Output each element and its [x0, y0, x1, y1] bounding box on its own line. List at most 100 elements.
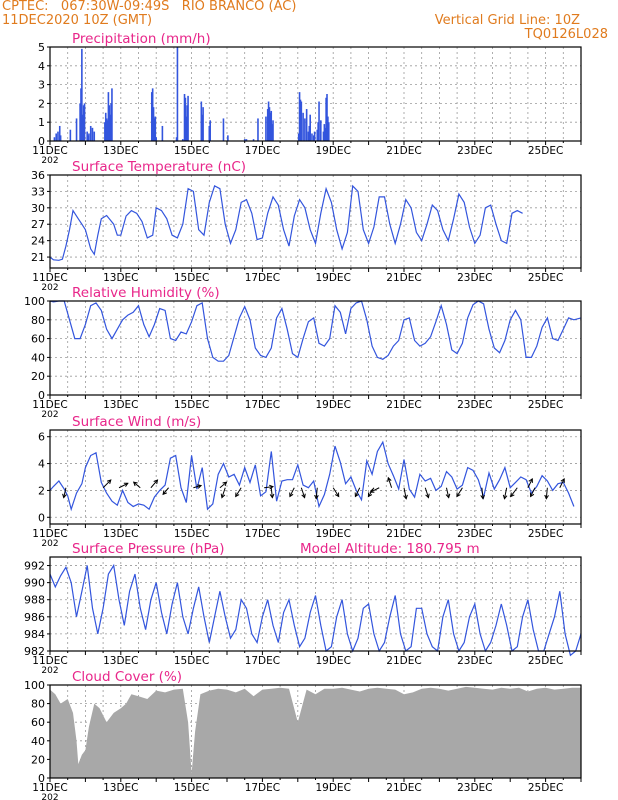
humidity-xtick-sublabel: 202 [41, 410, 58, 420]
wind-arrow-head [445, 493, 451, 499]
pressure-xtick-label: 25DEC [528, 655, 563, 667]
pressure-xtick-label: 17DEC [245, 655, 280, 667]
wind-arrow-head [544, 494, 549, 500]
precipitation-bar [111, 88, 113, 141]
precipitation-bar [110, 103, 112, 141]
wind-xtick-label: 25DEC [528, 528, 563, 540]
wind-arrow-shaft [424, 487, 430, 498]
humidity-ytick-label: 60 [31, 333, 45, 346]
temperature-ytick-label: 21 [31, 251, 45, 264]
temperature-title: Surface Temperature (nC) [72, 159, 246, 175]
wind-arrow-head [334, 492, 340, 498]
wind-arrow-shaft [162, 487, 169, 495]
precipitation-bar [209, 120, 211, 141]
wind-arrow-shaft [102, 479, 112, 489]
precipitation-bar [305, 109, 308, 141]
wind-arrow-head [222, 481, 228, 487]
wind-xtick-label: 23DEC [457, 528, 492, 540]
cloud-cover-title: Cloud Cover (%) [72, 669, 182, 685]
pressure-xtick-label: 15DEC [174, 655, 209, 667]
wind-arrow-shaft [118, 482, 129, 489]
header-run-date: 11DEC2020 10Z (GMT) [2, 13, 153, 28]
precipitation-bar [108, 105, 111, 141]
precipitation-panel: 0 1 2 3 4 5 11DEC 13DEC 15DEC 17DEC 19DEC 21DEC 23DE… [32, 31, 582, 166]
precipitation-bar [181, 139, 184, 141]
precipitation-bar [245, 139, 248, 141]
precipitation-ytick-label: 4 [38, 60, 45, 73]
wind-arrow-shaft [445, 487, 450, 498]
header-grid-line: Vertical Grid Line: 10Z [434, 13, 580, 28]
precipitation-bar [327, 122, 330, 141]
precipitation-bar [161, 125, 164, 141]
wind-arrow-shaft [545, 487, 548, 499]
wind-arrow-head [367, 492, 373, 498]
precipitation-bar [88, 133, 90, 141]
precipitation-bar [317, 122, 319, 141]
cloud-cover-xtick-label: 23DEC [457, 782, 492, 794]
temperature-xtick-label: 17DEC [245, 272, 280, 284]
wind-arrow-shaft [150, 479, 158, 489]
wind-arrow-head [314, 494, 319, 500]
precipitation-bar [266, 109, 269, 141]
cloud-cover-xtick-label: 19DEC [315, 782, 350, 794]
precipitation-bar [105, 118, 108, 141]
precipitation-title: Precipitation (mm/h) [72, 31, 211, 47]
pressure-xtick-label: 23DEC [457, 655, 492, 667]
wind-arrow-shaft [219, 481, 227, 489]
precipitation-bar [154, 116, 157, 141]
precipitation-bar [308, 125, 311, 141]
precipitation-bar [227, 135, 229, 141]
wind-arrow-head [480, 494, 485, 500]
pressure-subtitle: Model Altitude: 180.795 m [300, 541, 480, 557]
wind-xtick-label: 11DEC [32, 528, 67, 540]
wind-arrow-head [132, 481, 138, 487]
precipitation-bar [151, 88, 154, 141]
humidity-title: Relative Humidity (%) [72, 285, 220, 301]
humidity-ytick-label: 40 [31, 351, 45, 364]
precipitation-bar [93, 131, 96, 141]
precipitation-bar [312, 135, 315, 141]
wind-xtick-label: 17DEC [245, 528, 280, 540]
precipitation-bar [272, 120, 274, 141]
precipitation-bar [81, 48, 83, 141]
temperature-panel: 21 24 27 30 33 36 11DEC 13DEC 15DEC 17DEC 19DEC 21D… [31, 159, 582, 293]
wind-arrow-shaft [527, 478, 533, 488]
wind-arrow-shaft [370, 487, 380, 493]
cloud-cover-ytick-label: 80 [31, 698, 45, 711]
temperature-xtick-label: 15DEC [174, 272, 209, 284]
precipitation-bar [243, 139, 246, 141]
wind-arrow-shaft [387, 477, 393, 488]
precipitation-bar [322, 131, 325, 141]
wind-arrow-head [529, 492, 535, 498]
wind-arrow-head [560, 477, 565, 483]
wind-arrow-shaft [289, 487, 295, 497]
cloud-cover-ytick-label: 100 [24, 679, 45, 692]
cloud-cover-area [50, 686, 581, 778]
cloud-cover-ytick-label: 0 [38, 772, 45, 785]
precipitation-bar [307, 131, 310, 141]
precipitation-ytick-label: 1 [38, 116, 45, 129]
wind-ytick-label: 0 [38, 511, 45, 524]
wind-arrow-shaft [221, 487, 226, 498]
cloud-cover-xtick-label: 25DEC [528, 782, 563, 794]
precipitation-bar [311, 133, 313, 141]
pressure-ytick-label: 982 [24, 645, 45, 658]
wind-arrow-head [403, 494, 408, 500]
wind-arrow-head [510, 492, 515, 498]
humidity-xtick-label: 25DEC [528, 399, 563, 411]
precipitation-bar [155, 137, 157, 141]
wind-arrow-shaft [235, 487, 242, 497]
wind-arrow-head [106, 479, 112, 485]
wind-panel: 0 2 4 6 11DEC 13DEC 15DEC 17DEC 19DEC 21DEC 23DEC 2… [32, 414, 582, 549]
precipitation-bar [55, 133, 57, 141]
wind-arrow-head [62, 493, 67, 499]
precipitation-bar [152, 107, 155, 141]
wind-arrow-head [425, 493, 430, 499]
pressure-series-line [49, 563, 582, 657]
pressure-xtick-label: 21DEC [386, 655, 421, 667]
wind-arrow-head [354, 492, 359, 498]
temperature-xtick-label: 21DEC [386, 272, 421, 284]
wind-arrow-head [502, 494, 508, 500]
precipitation-bar [323, 124, 326, 141]
